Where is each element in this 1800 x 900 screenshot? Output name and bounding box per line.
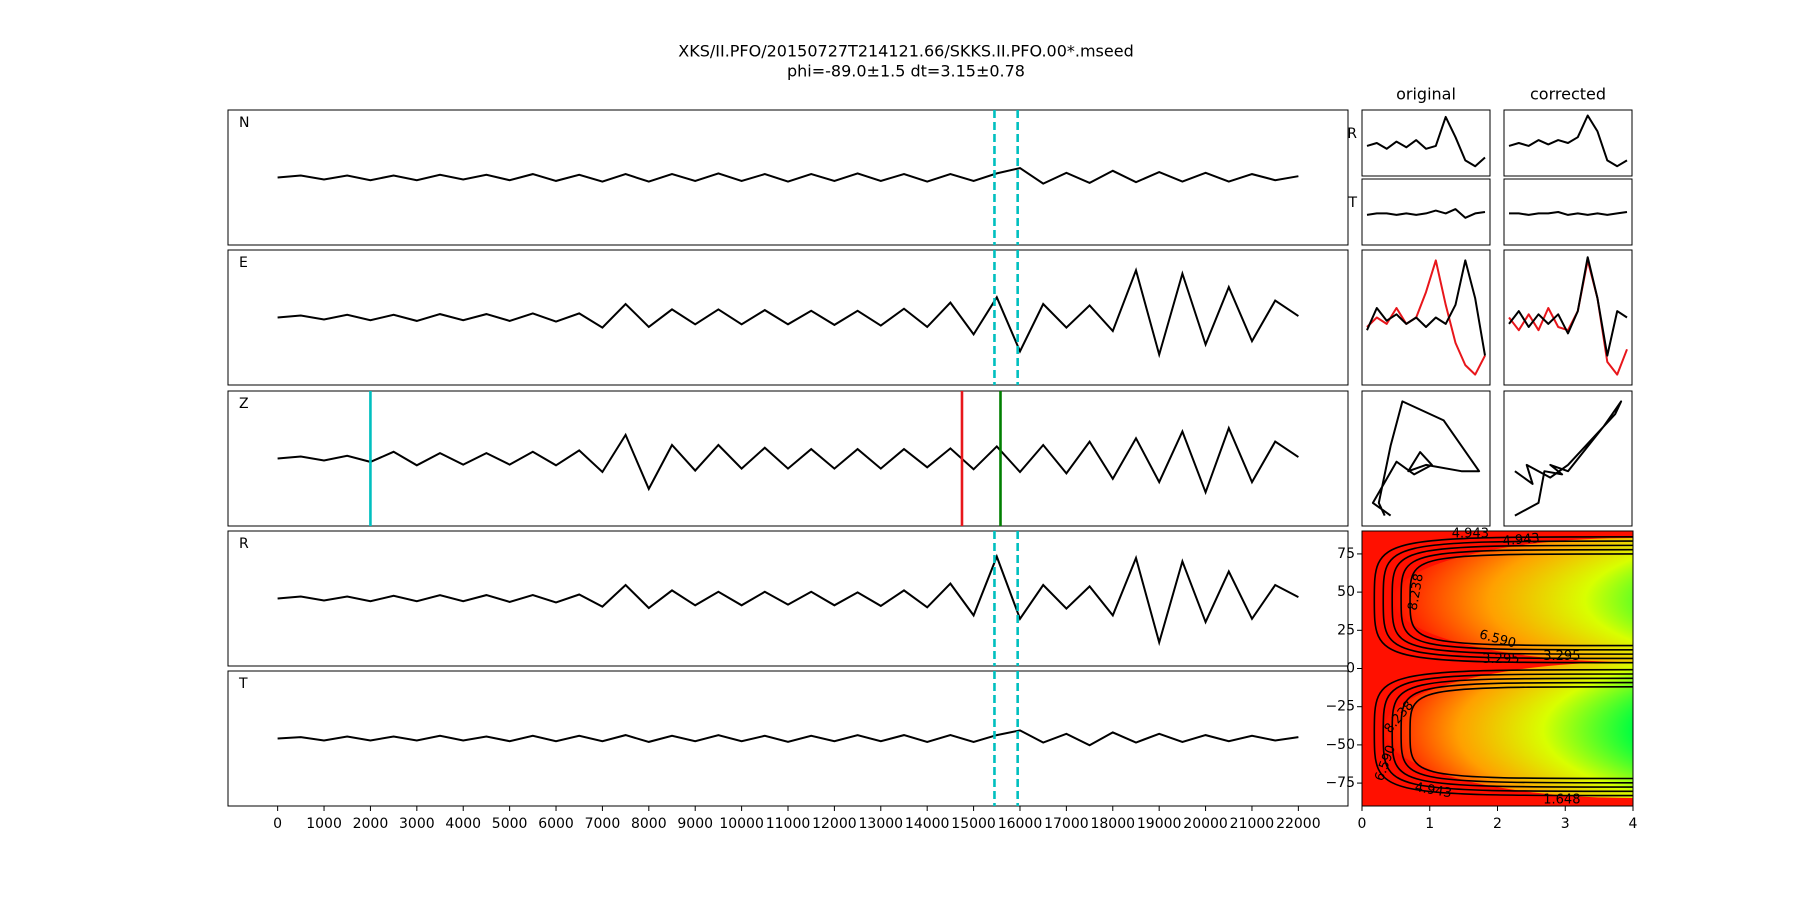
x-tick-label: 1 <box>1425 816 1434 832</box>
x-tick-label: 19000 <box>1137 816 1182 832</box>
trace-line <box>277 167 1299 185</box>
y-tick-label: 25 <box>1337 622 1355 638</box>
y-tick-label: −75 <box>1325 775 1355 791</box>
contour-label: 8.238 <box>1406 572 1427 611</box>
x-tick-label: 22000 <box>1276 816 1321 832</box>
subtitle: phi=-89.0±1.5 dt=3.15±0.78 <box>787 62 1025 81</box>
axes-frame <box>227 670 1349 807</box>
contour-line <box>1373 536 1633 664</box>
contour-label: 4.943 <box>1452 527 1489 542</box>
waveform <box>1508 114 1628 168</box>
contour-label: 3.295 <box>1543 649 1580 664</box>
x-tick-label: 4 <box>1629 816 1638 832</box>
axes-frame <box>1503 109 1633 177</box>
y-tick-label: −25 <box>1325 699 1355 715</box>
x-tick-label: 18000 <box>1090 816 1135 832</box>
y-tick-label: −50 <box>1325 737 1355 753</box>
contour-line <box>1391 544 1633 655</box>
x-tick-label: 10000 <box>719 816 764 832</box>
x-tick-label: 0 <box>273 816 282 832</box>
waveform <box>1508 256 1628 357</box>
axes-frame <box>1361 249 1491 386</box>
title: XKS/II.PFO/20150727T214121.66/SKKS.II.PF… <box>678 42 1133 61</box>
contour-line <box>1400 548 1633 651</box>
panel-label: E <box>239 255 248 271</box>
x-tick-label: 14000 <box>905 816 950 832</box>
x-tick-label: 4000 <box>445 816 481 832</box>
x-tick-label: 13000 <box>859 816 904 832</box>
x-tick-label: 2000 <box>353 816 389 832</box>
waveform <box>1509 211 1628 216</box>
waveform <box>1366 115 1486 168</box>
contour-line <box>1382 540 1633 660</box>
axes-frame <box>1361 178 1491 246</box>
contour-label: 4.943 <box>1414 780 1453 801</box>
x-tick-label: 0 <box>1358 816 1367 832</box>
contour-label: 3.295 <box>1482 652 1519 667</box>
waveform <box>1366 259 1486 356</box>
waveform <box>1366 208 1486 219</box>
axes-frame <box>1361 109 1491 177</box>
axes-frame <box>227 249 1349 386</box>
x-tick-label: 2 <box>1493 816 1502 832</box>
x-tick-label: 6000 <box>538 816 574 832</box>
trace-line <box>277 553 1299 647</box>
axes-frame <box>227 530 1349 667</box>
x-tick-label: 7000 <box>585 816 621 832</box>
trace-line <box>277 425 1299 496</box>
x-tick-label: 17000 <box>1044 816 1089 832</box>
contour-line <box>1373 668 1633 797</box>
panel-label: Z <box>239 396 249 412</box>
contour-line <box>1409 553 1633 647</box>
column-title: corrected <box>1530 85 1606 104</box>
contour-label: 1.648 <box>1543 792 1580 807</box>
column-title: original <box>1396 85 1456 104</box>
contour-line <box>1409 686 1633 780</box>
axes-frame <box>1503 390 1633 527</box>
x-tick-label: 21000 <box>1230 816 1275 832</box>
x-tick-label: 12000 <box>812 816 857 832</box>
panel-label: N <box>239 115 249 131</box>
x-tick-label: 9000 <box>677 816 713 832</box>
panel-label: R <box>239 536 249 552</box>
axes-frame <box>1503 178 1633 246</box>
particle-motion <box>1514 400 1623 517</box>
x-tick-label: 3 <box>1561 816 1570 832</box>
heatmap <box>1362 531 1633 806</box>
axes-frame <box>1361 390 1491 527</box>
x-tick-label: 3000 <box>399 816 435 832</box>
x-tick-label: 1000 <box>306 816 342 832</box>
panel-label: T <box>238 676 248 692</box>
contour-line <box>1391 677 1633 788</box>
axes-frame <box>1503 249 1633 386</box>
row-label: R <box>1347 126 1357 142</box>
y-tick-label: 75 <box>1337 546 1355 562</box>
x-tick-label: 5000 <box>492 816 528 832</box>
x-tick-label: 8000 <box>631 816 667 832</box>
axes-frame <box>227 109 1349 246</box>
x-tick-label: 16000 <box>998 816 1043 832</box>
contour-line <box>1400 681 1633 784</box>
contour-label: 4.943 <box>1502 531 1540 549</box>
x-tick-label: 20000 <box>1183 816 1228 832</box>
y-tick-label: 50 <box>1337 584 1355 600</box>
x-tick-label: 11000 <box>766 816 811 832</box>
x-tick-label: 15000 <box>951 816 996 832</box>
trace-line <box>277 729 1299 747</box>
waveform <box>1366 259 1486 376</box>
axes-frame <box>227 390 1349 527</box>
y-tick-label: 0 <box>1346 661 1355 677</box>
contour-line <box>1382 673 1633 793</box>
row-label: T <box>1347 195 1357 211</box>
particle-motion <box>1371 400 1481 517</box>
trace-line <box>277 267 1299 359</box>
waveform <box>1508 259 1628 376</box>
